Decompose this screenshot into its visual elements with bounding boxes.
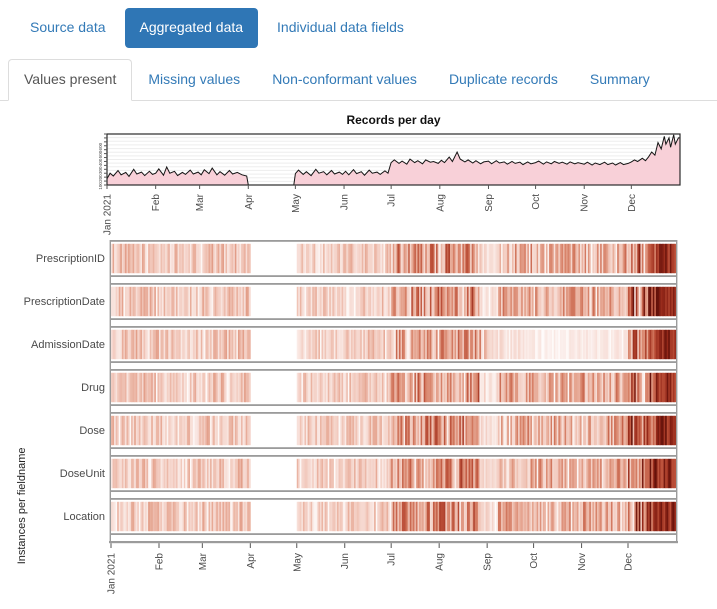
tab-summary[interactable]: Summary bbox=[589, 71, 650, 87]
heatmap-row-label: DoseUnit bbox=[60, 468, 105, 480]
heatmap-row-label: Dose bbox=[79, 425, 105, 437]
records-month-label: Oct bbox=[531, 194, 542, 210]
heatmap-row-PrescriptionID: PrescriptionID bbox=[36, 240, 677, 277]
records-per-day-title: Records per day bbox=[346, 113, 441, 127]
heatmap-row-PrescriptionDate: PrescriptionDate bbox=[24, 283, 677, 320]
instances-heatmap: PrescriptionID PrescriptionDate AdmissionD… bbox=[16, 240, 678, 595]
dataset-nav: Source data Aggregated data Individual d… bbox=[15, 8, 419, 48]
heatmap-row-label: Drug bbox=[81, 382, 105, 394]
heatmap-month-label: Apr bbox=[246, 552, 257, 568]
nav-individual-data-fields[interactable]: Individual data fields bbox=[277, 19, 404, 35]
heatmap-month-label: Jun bbox=[340, 553, 351, 569]
records-y-tick-label: 400 bbox=[98, 158, 103, 166]
records-month-label: Jan 2021 bbox=[103, 194, 114, 236]
records-month-label: Nov bbox=[580, 194, 591, 212]
heatmap-month-label: Mar bbox=[198, 552, 209, 570]
heatmap-month-label: Feb bbox=[154, 553, 165, 571]
nav-aggregated-data[interactable]: Aggregated data bbox=[124, 8, 259, 48]
heatmap-row-AdmissionDate: AdmissionDate bbox=[31, 326, 677, 363]
nav-source-data[interactable]: Source data bbox=[30, 19, 106, 35]
records-y-tick-label: 300 bbox=[98, 166, 103, 174]
heatmap-month-label: Dec bbox=[624, 553, 635, 571]
heatmap-month-label: Oct bbox=[529, 553, 540, 569]
records-month-label: Apr bbox=[244, 193, 255, 209]
records-y-tick-label: 200 bbox=[98, 174, 103, 182]
records-month-label: Mar bbox=[195, 193, 206, 211]
tab-values-present[interactable]: Values present bbox=[8, 59, 133, 101]
heatmap-month-label: Jan 2021 bbox=[107, 553, 118, 595]
heatmap-row-DoseUnit: DoseUnit bbox=[60, 455, 677, 492]
records-y-tick-label: 500 bbox=[98, 150, 103, 158]
heatmap-month-label: Sep bbox=[483, 553, 494, 571]
records-month-label: Feb bbox=[151, 194, 162, 212]
heatmap-row-Dose: Dose bbox=[79, 412, 677, 449]
heatmap-row-label: PrescriptionID bbox=[36, 253, 105, 265]
records-y-tick-label: 600 bbox=[98, 142, 103, 150]
heatmap-row-Drug: Drug bbox=[81, 369, 677, 406]
heatmap-row-Location: Location bbox=[63, 498, 677, 535]
heatmap-row-label: PrescriptionDate bbox=[24, 296, 105, 308]
records-month-label: Aug bbox=[435, 194, 446, 212]
heatmap-y-axis-label: Instances per fieldname bbox=[16, 448, 28, 565]
heatmap-month-label: Nov bbox=[577, 553, 588, 571]
records-y-tick-label: 100 bbox=[98, 182, 103, 190]
heatmap-row-label: Location bbox=[63, 511, 105, 523]
records-month-label: Jul bbox=[387, 194, 398, 207]
heatmap-row-label: AdmissionDate bbox=[31, 339, 105, 351]
heatmap-month-label: May bbox=[292, 553, 303, 572]
records-month-label: Dec bbox=[627, 194, 638, 212]
records-month-label: Sep bbox=[484, 194, 495, 212]
aggregated-tabbar: Values present Missing values Non-confor… bbox=[0, 59, 717, 101]
heatmap-month-label: Jul bbox=[387, 553, 398, 566]
records-month-label: May bbox=[291, 194, 302, 213]
records-month-label: Jun bbox=[340, 194, 351, 210]
tab-missing-values[interactable]: Missing values bbox=[148, 71, 241, 87]
heatmap-month-label: Aug bbox=[435, 553, 446, 571]
tab-duplicate-records[interactable]: Duplicate records bbox=[448, 71, 558, 87]
tab-non-conformant-values[interactable]: Non-conformant values bbox=[272, 71, 417, 87]
